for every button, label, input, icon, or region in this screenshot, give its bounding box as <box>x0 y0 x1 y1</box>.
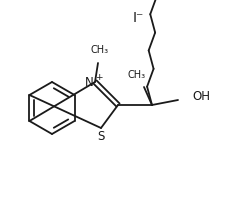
Text: OH: OH <box>192 90 210 102</box>
Text: I⁻: I⁻ <box>132 11 144 25</box>
Text: +: + <box>95 73 103 82</box>
Text: S: S <box>97 130 105 142</box>
Text: N: N <box>85 75 94 88</box>
Text: CH₃: CH₃ <box>91 45 109 55</box>
Text: CH₃: CH₃ <box>128 70 146 80</box>
